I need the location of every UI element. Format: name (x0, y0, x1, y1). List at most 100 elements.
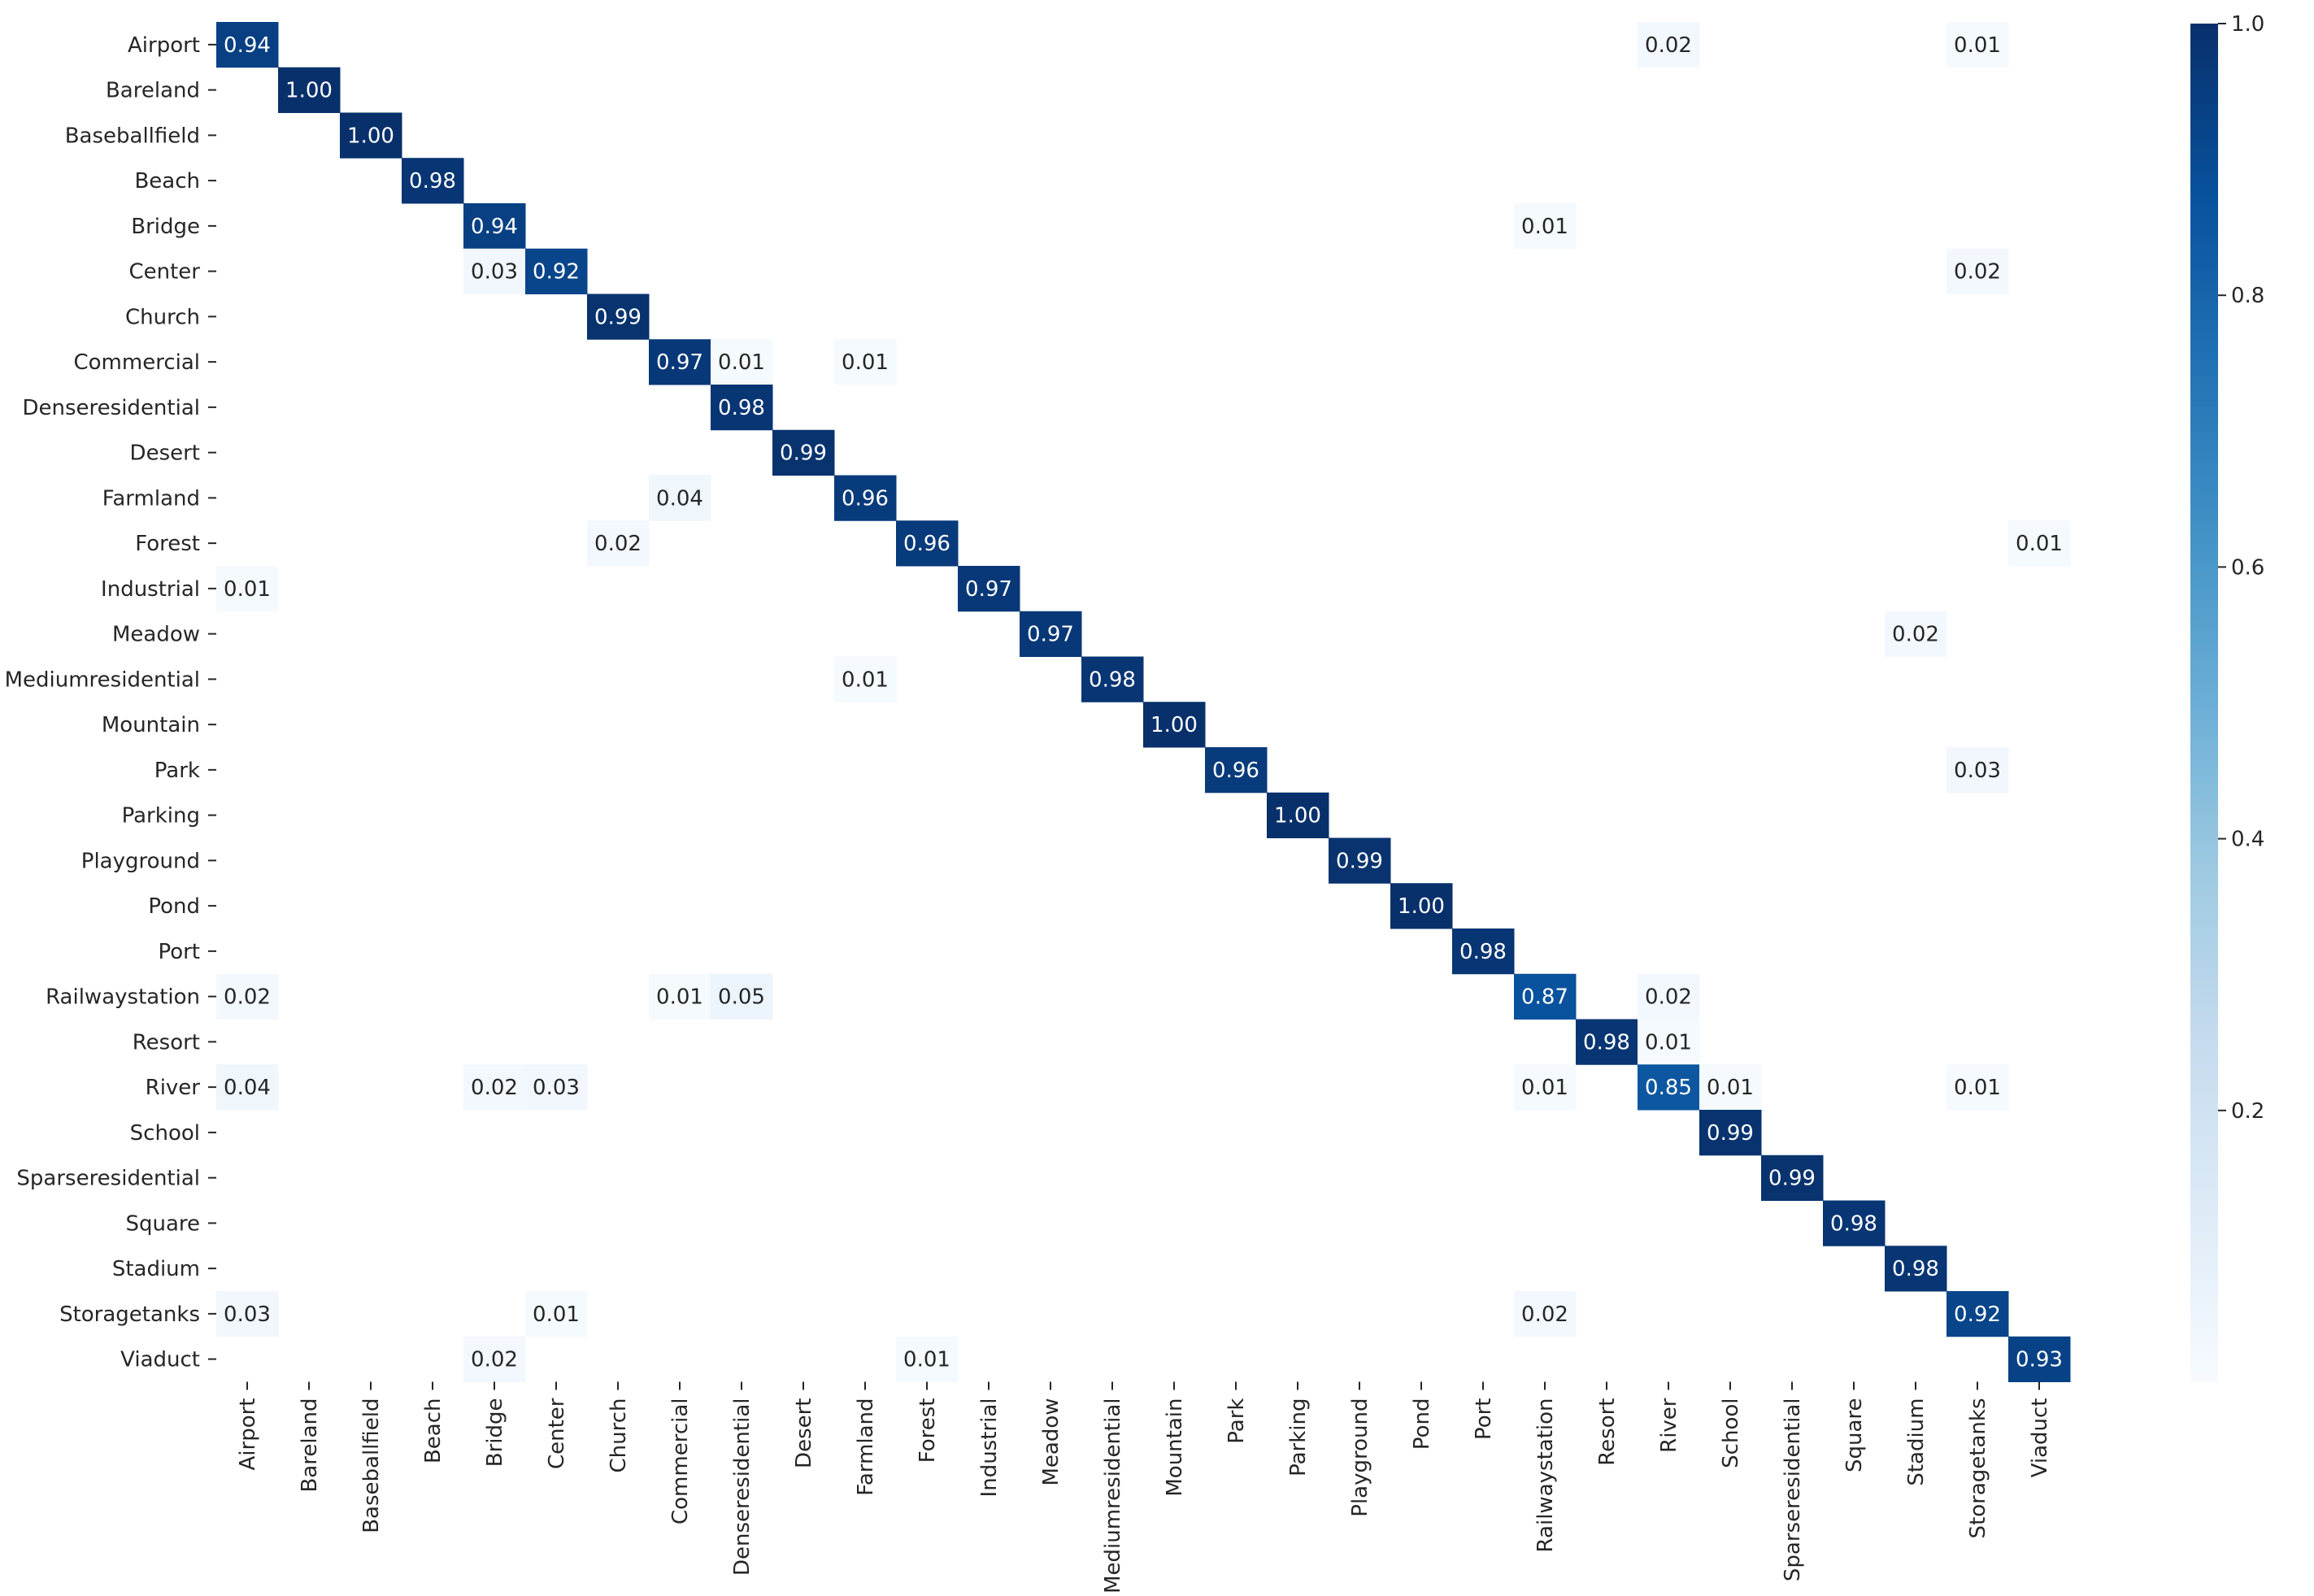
cell-value-label-desert-desert: 0.99 (780, 441, 827, 466)
x-axis-tick-labels: Airport Bareland Baseballfield Beach Bridge C… (236, 1381, 2052, 1594)
cell-value-label-mediumresidential-mediumresidential: 0.98 (1089, 668, 1136, 692)
heatmap-cell-railwaystation-river (1638, 973, 1700, 1020)
y-tick-label-mediumresidential: Mediumresidential (5, 668, 200, 692)
y-tick-label-commercial: Commercial (73, 350, 200, 375)
cell-value-label-forest-church: 0.02 (594, 532, 642, 556)
heatmap-cell-bridge-railwaystation (1514, 203, 1577, 250)
heatmap-cell-church-church (587, 294, 650, 340)
y-tick-label-bridge: Bridge (131, 215, 200, 239)
x-tick-label-meadow: Meadow (1039, 1398, 1063, 1486)
heatmap-cell-river-railwaystation (1514, 1064, 1577, 1111)
cell-value-label-mountain-mountain: 1.00 (1150, 713, 1198, 737)
heatmap-cell-center-storagetanks (1946, 248, 2009, 294)
heatmap-cell-railwaystation-airport (216, 973, 279, 1020)
cell-value-label-park-storagetanks: 0.03 (1954, 759, 2001, 783)
y-tick-label-viaduct: Viaduct (120, 1348, 200, 1372)
y-tick-label-square: Square (125, 1211, 200, 1236)
y-tick-label-forest: Forest (135, 532, 200, 556)
heatmap-cell-industrial-airport (216, 566, 279, 612)
heatmap-cell-river-center (525, 1064, 588, 1111)
heatmap-cell-river-airport (216, 1064, 279, 1111)
x-tick-label-denseresidential: Denseresidential (730, 1398, 755, 1576)
heatmap-cell-railwaystation-denseresidential (711, 973, 773, 1020)
cell-value-label-church-church: 0.99 (594, 305, 642, 329)
heatmap-cell-industrial-industrial (958, 566, 1020, 612)
cell-value-label-industrial-industrial: 0.97 (965, 577, 1012, 602)
cell-value-label-river-river: 0.85 (1645, 1076, 1692, 1100)
heatmap-cell-center-bridge (463, 248, 526, 294)
y-tick-label-resort: Resort (133, 1030, 200, 1055)
x-tick-label-mediumresidential: Mediumresidential (1101, 1398, 1125, 1594)
heatmap-cell-viaduct-bridge (463, 1336, 526, 1382)
x-tick-label-playground: Playground (1348, 1398, 1372, 1517)
x-tick-label-resort: Resort (1595, 1398, 1620, 1466)
heatmap-cell-beach-beach (402, 158, 464, 204)
cell-value-label-viaduct-forest: 0.01 (903, 1348, 950, 1372)
y-tick-label-sparseresidential: Sparseresidential (16, 1167, 200, 1191)
heatmap-cell-playground-playground (1329, 837, 1391, 884)
heatmap-cell-forest-forest (896, 520, 959, 567)
cell-value-label-meadow-meadow: 0.97 (1027, 623, 1074, 647)
cell-value-label-airport-river: 0.02 (1645, 33, 1692, 58)
cell-value-label-playground-playground: 0.99 (1336, 849, 1383, 873)
cell-value-label-resort-resort: 0.98 (1583, 1030, 1630, 1055)
y-tick-label-stadium: Stadium (112, 1257, 200, 1281)
x-tick-label-airport: Airport (236, 1398, 260, 1471)
x-tick-label-storagetanks: Storagetanks (1966, 1398, 1990, 1539)
heatmap-cell-mediumresidential-farmland (834, 656, 897, 702)
cell-value-label-railwaystation-railwaystation: 0.87 (1521, 985, 1568, 1010)
x-tick-label-forest: Forest (916, 1398, 940, 1463)
heatmap-cell-resort-resort (1576, 1019, 1638, 1065)
heatmap-cell-bareland-bareland (278, 67, 341, 113)
x-tick-label-church: Church (607, 1398, 631, 1473)
x-tick-label-desert: Desert (792, 1398, 816, 1468)
cell-value-label-farmland-commercial: 0.04 (656, 486, 703, 511)
heatmap-cell-river-river (1638, 1064, 1700, 1111)
x-tick-label-sparseresidential: Sparseresidential (1781, 1398, 1805, 1582)
cell-value-label-river-railwaystation: 0.01 (1521, 1076, 1568, 1100)
cell-value-label-center-bridge: 0.03 (471, 260, 518, 285)
heatmap-cell-baseballfield-baseballfield (340, 112, 402, 159)
y-tick-label-storagetanks: Storagetanks (59, 1302, 200, 1327)
cell-value-label-park-park: 0.96 (1212, 759, 1259, 783)
x-tick-label-viaduct: Viaduct (2028, 1398, 2052, 1478)
x-tick-label-parking: Parking (1286, 1398, 1311, 1476)
heatmap-cell-forest-church (587, 520, 650, 567)
y-tick-label-center: Center (128, 260, 200, 285)
heatmap-cell-center-center (525, 248, 588, 294)
x-tick-label-center: Center (545, 1398, 569, 1469)
cell-value-label-forest-viaduct: 0.01 (2016, 532, 2063, 556)
cell-value-label-bareland-bareland: 1.00 (285, 79, 333, 103)
x-tick-label-railwaystation: Railwaystation (1533, 1398, 1558, 1553)
cell-value-label-railwaystation-airport: 0.02 (224, 985, 271, 1010)
heatmap-cell-park-park (1205, 747, 1268, 794)
x-tick-label-baseballfield: Baseballfield (359, 1398, 384, 1533)
heatmap-cell-bridge-bridge (463, 203, 526, 250)
x-tick-label-commercial: Commercial (668, 1398, 693, 1525)
heatmap-cells: 0.94 0.02 0.01 1.00 1.00 0.98 0.94 0.01 0.03 0.92… (216, 22, 2071, 1382)
cell-value-label-commercial-farmland: 0.01 (842, 350, 889, 375)
x-tick-label-school: School (1719, 1398, 1743, 1468)
colorbar-tick-label-0.6: 0.6 (2231, 555, 2264, 580)
y-tick-label-school: School (130, 1121, 200, 1146)
y-tick-label-beach: Beach (134, 169, 200, 194)
heatmap-cell-viaduct-forest (896, 1336, 959, 1382)
colorbar: 0.2 0.4 0.6 0.8 1.0 (2190, 12, 2264, 1382)
cell-value-label-railwaystation-commercial: 0.01 (656, 985, 703, 1010)
colorbar-tick-label-0.4: 0.4 (2231, 828, 2264, 852)
cell-value-label-farmland-farmland: 0.96 (842, 486, 889, 511)
heatmap-cell-school-school (1699, 1110, 1762, 1156)
y-tick-label-industrial: Industrial (101, 577, 200, 602)
cell-value-label-center-storagetanks: 0.02 (1954, 260, 2001, 285)
y-tick-label-parking: Parking (122, 804, 200, 828)
cell-value-label-bridge-railwaystation: 0.01 (1521, 215, 1568, 239)
cell-value-label-mediumresidential-farmland: 0.01 (842, 668, 889, 692)
heatmap-cell-farmland-farmland (834, 475, 897, 521)
x-tick-label-square: Square (1842, 1398, 1867, 1473)
heatmap-cell-airport-river (1638, 22, 1700, 68)
heatmap-cell-railwaystation-commercial (649, 973, 711, 1020)
y-tick-label-church: Church (125, 305, 200, 329)
heatmap-cell-viaduct-viaduct (2008, 1336, 2071, 1382)
heatmap-cell-meadow-stadium (1885, 611, 1947, 657)
heatmap-cell-pond-pond (1390, 883, 1453, 929)
